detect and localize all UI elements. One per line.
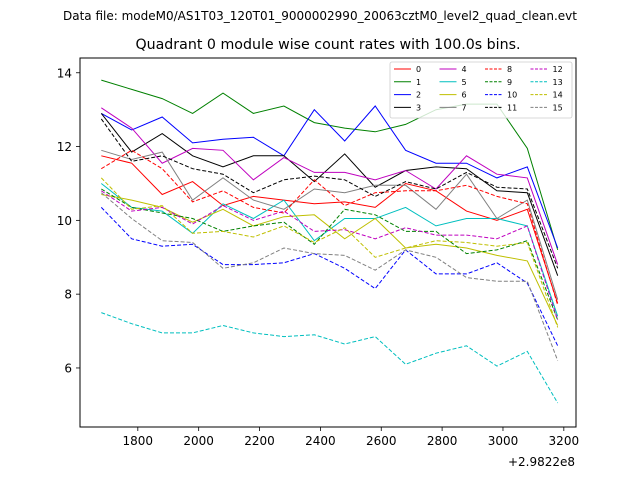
y-axis-ticks: 6 8 10 12 14 (57, 66, 80, 375)
series-line-4 (101, 107, 559, 265)
x-tick-label-2600: 2600 (366, 434, 397, 448)
legend-label-8: 8 (507, 65, 512, 74)
legend-label-9: 9 (507, 78, 512, 87)
y-tick-label-10: 10 (57, 214, 72, 228)
series-line-0 (101, 155, 559, 304)
x-tick-label-2400: 2400 (305, 434, 336, 448)
legend-label-10: 10 (507, 91, 517, 100)
x-tick-label-1800: 1800 (123, 434, 154, 448)
legend-label-13: 13 (553, 78, 563, 87)
x-tick-label-2000: 2000 (183, 434, 214, 448)
legend-label-3: 3 (416, 103, 421, 112)
legend-label-15: 15 (553, 103, 563, 112)
x-tick-label-3000: 3000 (488, 434, 519, 448)
x-tick-label-3200: 3200 (549, 434, 580, 448)
y-tick-label-14: 14 (57, 66, 72, 80)
series-line-8 (101, 149, 559, 306)
x-axis-ticks: 1800 2000 2200 2400 2600 2800 3000 3200 (123, 427, 580, 448)
series-line-14 (100, 177, 559, 328)
legend-label-12: 12 (553, 65, 563, 74)
figure-suptitle: Data file: modeM0/AS1T03_120T01_90000029… (63, 9, 577, 23)
legend-label-11: 11 (507, 103, 517, 112)
x-tick-label-2800: 2800 (427, 434, 458, 448)
y-tick-label-12: 12 (57, 140, 72, 154)
series-line-12 (101, 190, 559, 321)
legend-label-6: 6 (462, 91, 467, 100)
series-line-5 (100, 183, 559, 317)
series-line-11 (100, 118, 559, 269)
series-line-3 (100, 113, 559, 276)
legend-label-7: 7 (462, 103, 467, 112)
series-line-15 (100, 192, 559, 361)
legend-box (389, 61, 573, 119)
series-line-13 (101, 312, 559, 404)
y-tick-label-6: 6 (64, 361, 72, 375)
legend-label-0: 0 (416, 65, 421, 74)
legend-label-5: 5 (462, 78, 467, 87)
chart-title: Quadrant 0 module wise count rates with … (135, 37, 520, 53)
series-line-10 (100, 207, 559, 347)
series-line-2 (101, 105, 559, 249)
x-axis-offset-label: +2.9822e8 (508, 455, 575, 469)
legend-label-14: 14 (553, 91, 563, 100)
x-tick-label-2200: 2200 (244, 434, 275, 448)
legend-label-2: 2 (416, 91, 421, 100)
axes-frame (79, 57, 577, 428)
series-line-7 (101, 149, 559, 300)
y-tick-label-8: 8 (64, 288, 72, 302)
legend-label-4: 4 (462, 65, 467, 74)
legend-label-1: 1 (416, 78, 421, 87)
plot-lines (100, 79, 559, 404)
